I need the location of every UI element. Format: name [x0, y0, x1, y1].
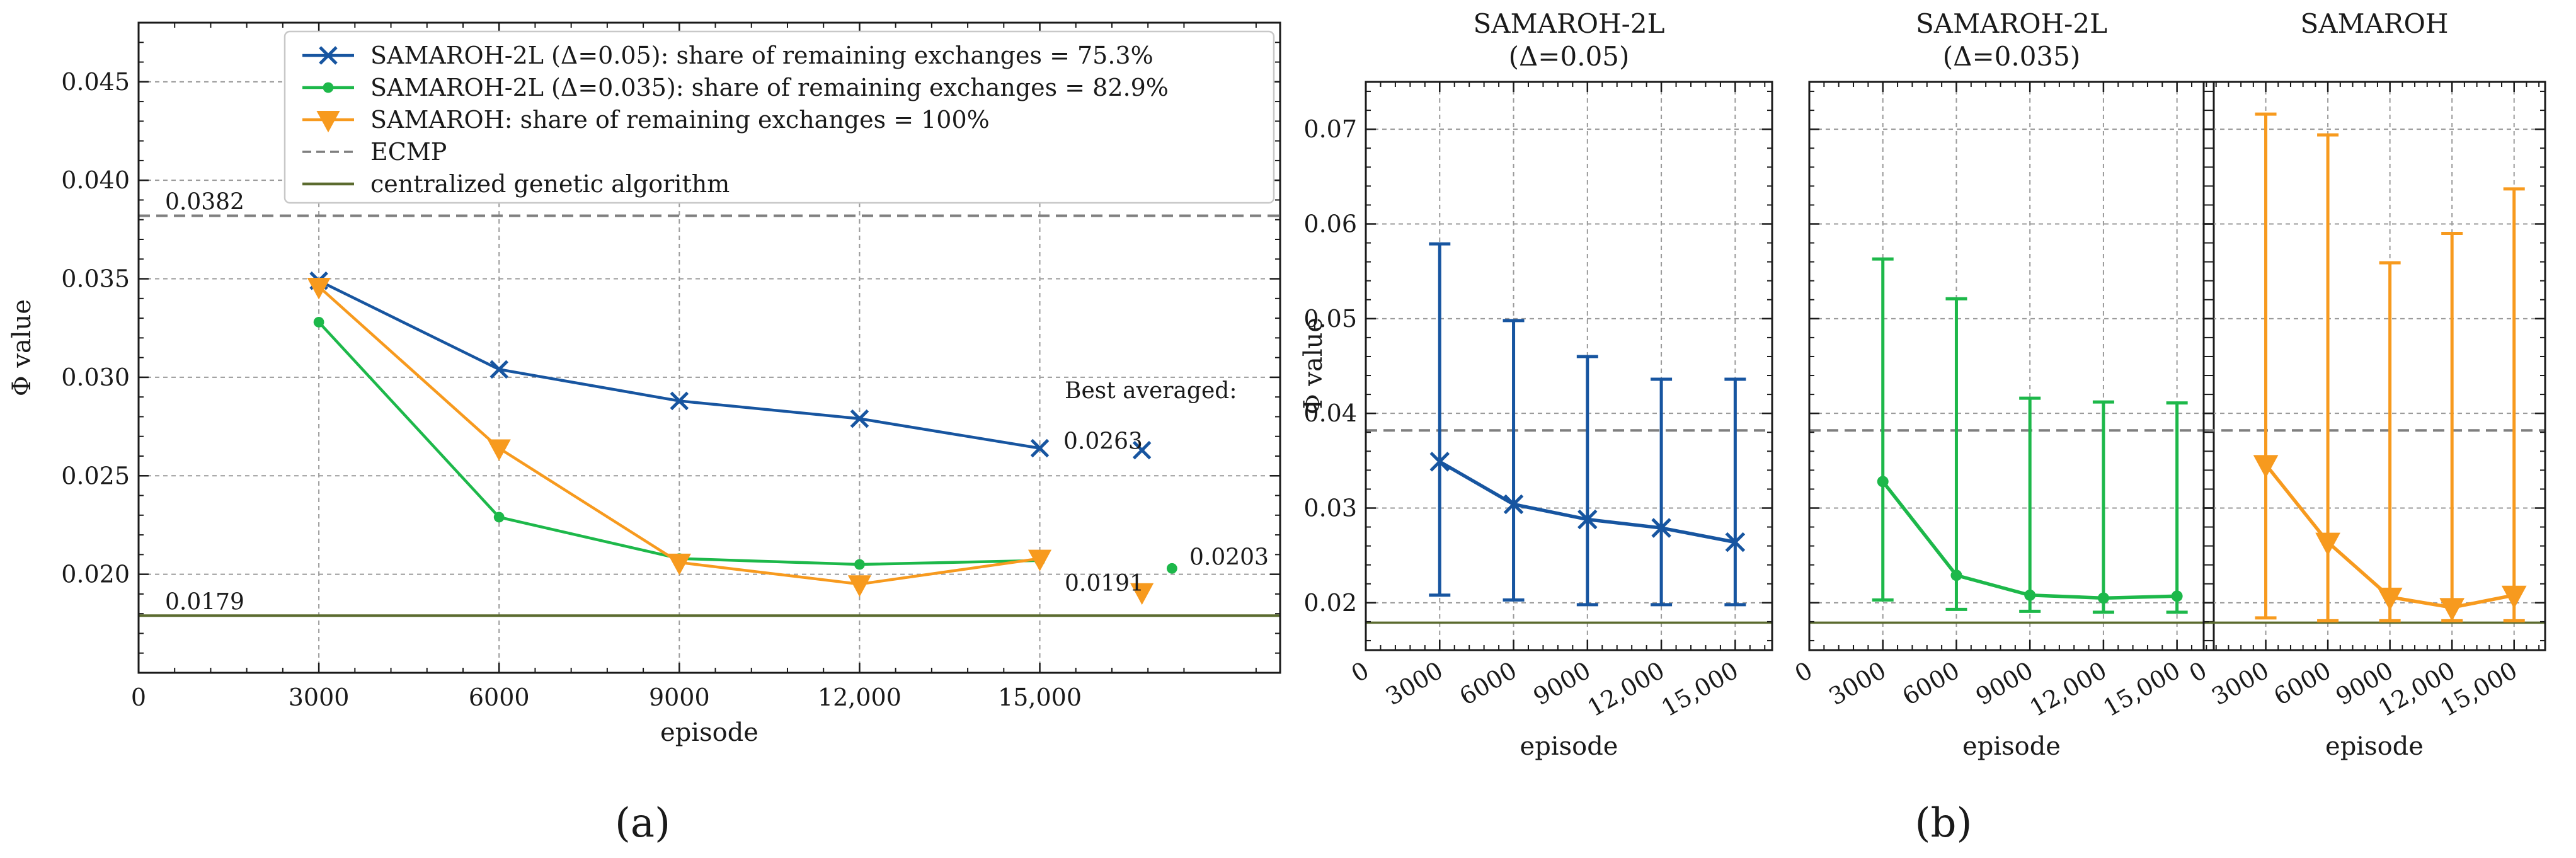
a-x-axis-label: episode	[660, 718, 758, 747]
b2-title-line: (Δ=0.035)	[1943, 41, 2081, 72]
b1-x-tick-label: 6000	[1455, 656, 1521, 711]
b2-point	[2024, 589, 2036, 601]
b3-frame	[2202, 81, 2546, 651]
b1-point	[1577, 509, 1598, 530]
b1-x-tick-label: 0	[1347, 656, 1374, 688]
a-legend-text-ga: centralized genetic algorithm	[370, 170, 730, 198]
a-point-green	[493, 512, 505, 523]
a-point-orange	[307, 278, 331, 300]
a-y-tick-label: 0.030	[61, 363, 130, 391]
a-point-blue	[850, 409, 869, 428]
b1-x-axis-label: episode	[1520, 732, 1618, 761]
a-point-orange	[667, 553, 691, 576]
b1-title-line: (Δ=0.05)	[1509, 41, 1630, 72]
a-legend-text-blue: SAMAROH-2L (Δ=0.05): share of remaining …	[370, 42, 1153, 69]
b3-title-line: SAMAROH	[2300, 8, 2448, 39]
b1-x-tick-label: 3000	[1381, 656, 1448, 711]
b-y-axis-label: Φ value	[1299, 317, 1328, 415]
a-x-tick-label: 6000	[469, 684, 530, 711]
a-point-orange	[487, 439, 511, 461]
a-point-green	[854, 559, 865, 570]
a-legend-marker-blue	[319, 46, 338, 65]
a-point-blue	[670, 391, 689, 411]
a-best-label-orange: 0.0191	[1065, 571, 1144, 597]
a-ga-value-label: 0.0179	[165, 589, 244, 615]
a-frame	[137, 21, 1281, 674]
a-ecmp-value-label: 0.0382	[165, 189, 244, 215]
b2-point	[1877, 476, 1889, 488]
a-point-blue	[489, 360, 508, 379]
b-y-tick-label: 0.07	[1303, 115, 1357, 143]
b2-x-tick-label: 12,000	[2025, 656, 2111, 723]
a-point-blue	[1030, 438, 1050, 458]
b-y-tick-label: 0.04	[1303, 399, 1357, 427]
a-y-axis-label: Φ value	[8, 299, 37, 396]
a-legend-marker-green	[323, 82, 334, 93]
b1-x-tick-label: 12,000	[1583, 656, 1669, 723]
b2-frame	[1808, 81, 2215, 651]
b2-x-axis-label: episode	[1962, 732, 2061, 761]
a-y-tick-label: 0.045	[61, 68, 130, 96]
b3-point	[2315, 532, 2340, 556]
b2-point	[1950, 569, 1962, 581]
b-y-tick-label: 0.03	[1303, 495, 1357, 522]
a-best-label-blue: 0.0263	[1063, 429, 1143, 455]
b2-title-line: SAMAROH-2L	[1916, 8, 2107, 39]
b1-point	[1429, 452, 1450, 472]
a-y-tick-label: 0.035	[61, 265, 130, 293]
b3-x-tick-label: 6000	[2269, 656, 2336, 711]
b3-point	[2377, 587, 2403, 611]
b3-x-tick-label: 3000	[2207, 656, 2274, 711]
b-y-tick-label: 0.02	[1303, 589, 1357, 617]
b1-frame	[1365, 81, 1773, 651]
a-point-green	[313, 316, 324, 328]
b3-x-axis-label: episode	[2325, 732, 2424, 761]
b2-x-tick-label: 3000	[1824, 656, 1891, 711]
b1-x-tick-label: 15,000	[1657, 656, 1743, 723]
b3-point	[2501, 585, 2527, 609]
b2-point	[2171, 590, 2183, 602]
b1-point	[1503, 494, 1524, 515]
a-x-tick-label: 9000	[649, 684, 710, 711]
a-y-tick-label: 0.040	[61, 166, 130, 194]
a-point-orange	[847, 575, 871, 597]
b2-x-tick-label: 6000	[1898, 656, 1964, 711]
a-y-tick-label: 0.020	[61, 561, 130, 588]
b-y-tick-label: 0.05	[1303, 305, 1357, 333]
panel-label-b: (b)	[1915, 800, 1972, 847]
a-best-averaged-title: Best averaged:	[1065, 378, 1237, 404]
b2-x-tick-label: 0	[1790, 656, 1818, 688]
a-best-point-green	[1166, 563, 1177, 574]
a-legend-text-ecmp: ECMP	[370, 138, 447, 166]
a-point-orange	[1028, 549, 1052, 571]
a-legend-text-orange: SAMAROH: share of remaining exchanges = …	[370, 106, 990, 134]
a-x-tick-label: 12,000	[818, 684, 902, 711]
b1-title-line: SAMAROH-2L	[1474, 8, 1665, 39]
a-legend-text-green: SAMAROH-2L (Δ=0.035): share of remaining…	[370, 74, 1169, 101]
a-x-tick-label: 15,000	[998, 684, 1082, 711]
a-best-point-blue	[1132, 440, 1152, 460]
b-y-tick-label: 0.06	[1303, 210, 1357, 238]
panel-label-a: (a)	[615, 800, 670, 847]
b2-x-tick-label: 15,000	[2098, 656, 2185, 723]
a-best-point-orange	[1130, 583, 1154, 605]
a-x-tick-label: 3000	[289, 684, 350, 711]
a-legend-box	[283, 30, 1275, 204]
a-best-label-green: 0.0203	[1189, 544, 1269, 570]
b2-point	[2097, 592, 2109, 604]
b3-point	[2439, 598, 2465, 622]
b3-x-tick-label: 0	[2185, 656, 2212, 688]
b3-point	[2253, 455, 2279, 479]
a-legend-marker-orange	[316, 111, 340, 133]
b1-point	[1651, 518, 1671, 538]
a-y-tick-label: 0.025	[61, 462, 130, 489]
b1-point	[1725, 532, 1746, 552]
a-series-line-blue	[318, 279, 1040, 450]
a-x-tick-label: 0	[131, 684, 146, 711]
